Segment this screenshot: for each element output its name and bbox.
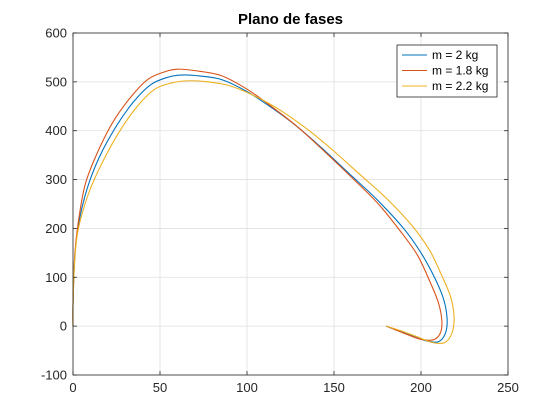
x-tick-label: 50	[153, 380, 167, 395]
y-tick-label: 0	[60, 319, 67, 334]
y-tick-label: 100	[45, 270, 67, 285]
series-line-2	[72, 68, 443, 341]
legend-label: m = 2.2 kg	[432, 79, 488, 93]
x-tick-label: 200	[410, 380, 432, 395]
y-tick-label: -100	[41, 368, 67, 383]
series-layer	[72, 68, 455, 345]
x-tick-label: 100	[236, 380, 258, 395]
legend-label: m = 1.8 kg	[432, 64, 488, 78]
y-tick-label: 500	[45, 74, 67, 89]
axes-frame	[72, 32, 509, 376]
legend: m = 2 kg m = 1.8 kgm = 2.2 kg	[396, 44, 498, 98]
legend-label: m = 2 kg	[432, 48, 478, 62]
y-tick-label: 600	[45, 26, 67, 41]
x-tick-label: 150	[323, 380, 345, 395]
series-line-3	[72, 80, 455, 345]
x-tick-label: 0	[69, 380, 76, 395]
chart-title: Plano de fases	[238, 11, 343, 28]
x-tick-label: 250	[497, 380, 519, 395]
y-tick-label: 200	[45, 221, 67, 236]
y-tick-label: 300	[45, 172, 67, 187]
y-tick-label: 400	[45, 123, 67, 138]
